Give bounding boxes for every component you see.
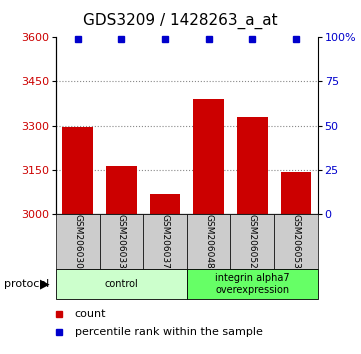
Bar [237,118,268,214]
Text: GDS3209 / 1428263_a_at: GDS3209 / 1428263_a_at [83,12,278,29]
Bar [230,214,274,269]
Text: ▶: ▶ [40,278,50,291]
Bar [56,269,187,299]
Text: percentile rank within the sample: percentile rank within the sample [74,327,262,337]
Text: count: count [74,309,106,319]
Bar [280,172,311,214]
Bar [56,214,100,269]
Bar [62,127,93,214]
Bar [143,214,187,269]
Bar [274,214,318,269]
Text: GSM206030: GSM206030 [73,214,82,269]
Bar [187,269,318,299]
Text: GSM206053: GSM206053 [291,214,300,269]
Bar [150,194,180,214]
Text: GSM206037: GSM206037 [161,214,170,269]
Text: control: control [105,279,138,289]
Bar [100,214,143,269]
Text: GSM206033: GSM206033 [117,214,126,269]
Text: integrin alpha7
overexpression: integrin alpha7 overexpression [215,273,290,295]
Text: GSM206048: GSM206048 [204,214,213,269]
Bar [193,99,224,214]
Text: protocol: protocol [4,279,49,289]
Text: GSM206052: GSM206052 [248,214,257,269]
Bar [187,214,230,269]
Bar [106,166,137,214]
